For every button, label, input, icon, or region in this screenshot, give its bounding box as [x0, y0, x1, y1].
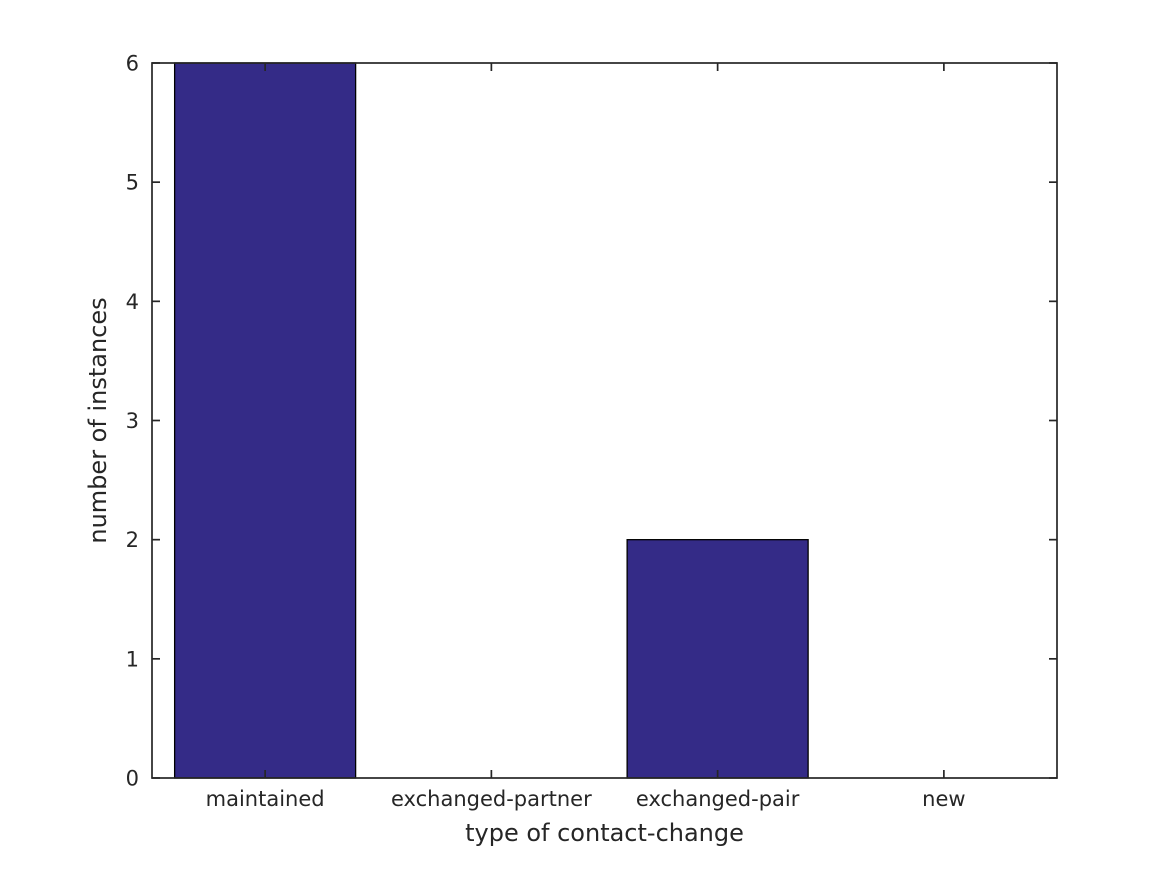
y-tick-label-0: 0 [126, 767, 139, 791]
bars-layer [173, 62, 809, 779]
bar-maintained [173, 62, 357, 779]
y-tick-label-1: 1 [126, 647, 139, 671]
y-tick-label-5: 5 [126, 171, 139, 195]
y-tick-label-4: 4 [126, 290, 139, 314]
y-tick-label-3: 3 [126, 409, 139, 433]
x-tick-label-maintained: maintained [206, 787, 325, 811]
x-tick-label-exchanged-pair: exchanged-pair [636, 787, 800, 811]
y-axis-title: number of instances [84, 297, 112, 543]
tick-labels-layer: 0 1 2 3 4 5 6 maintained exchanged-partner exchan… [126, 52, 966, 812]
bar-exchanged-pair [626, 539, 809, 779]
x-tick-label-new: new [922, 787, 965, 811]
y-tick-label-2: 2 [126, 528, 139, 552]
x-tick-label-exchanged-partner: exchanged-partner [391, 787, 592, 811]
y-tick-label-6: 6 [126, 52, 139, 76]
x-axis-title: type of contact-change [465, 819, 744, 847]
ticks-layer [152, 62, 1057, 779]
